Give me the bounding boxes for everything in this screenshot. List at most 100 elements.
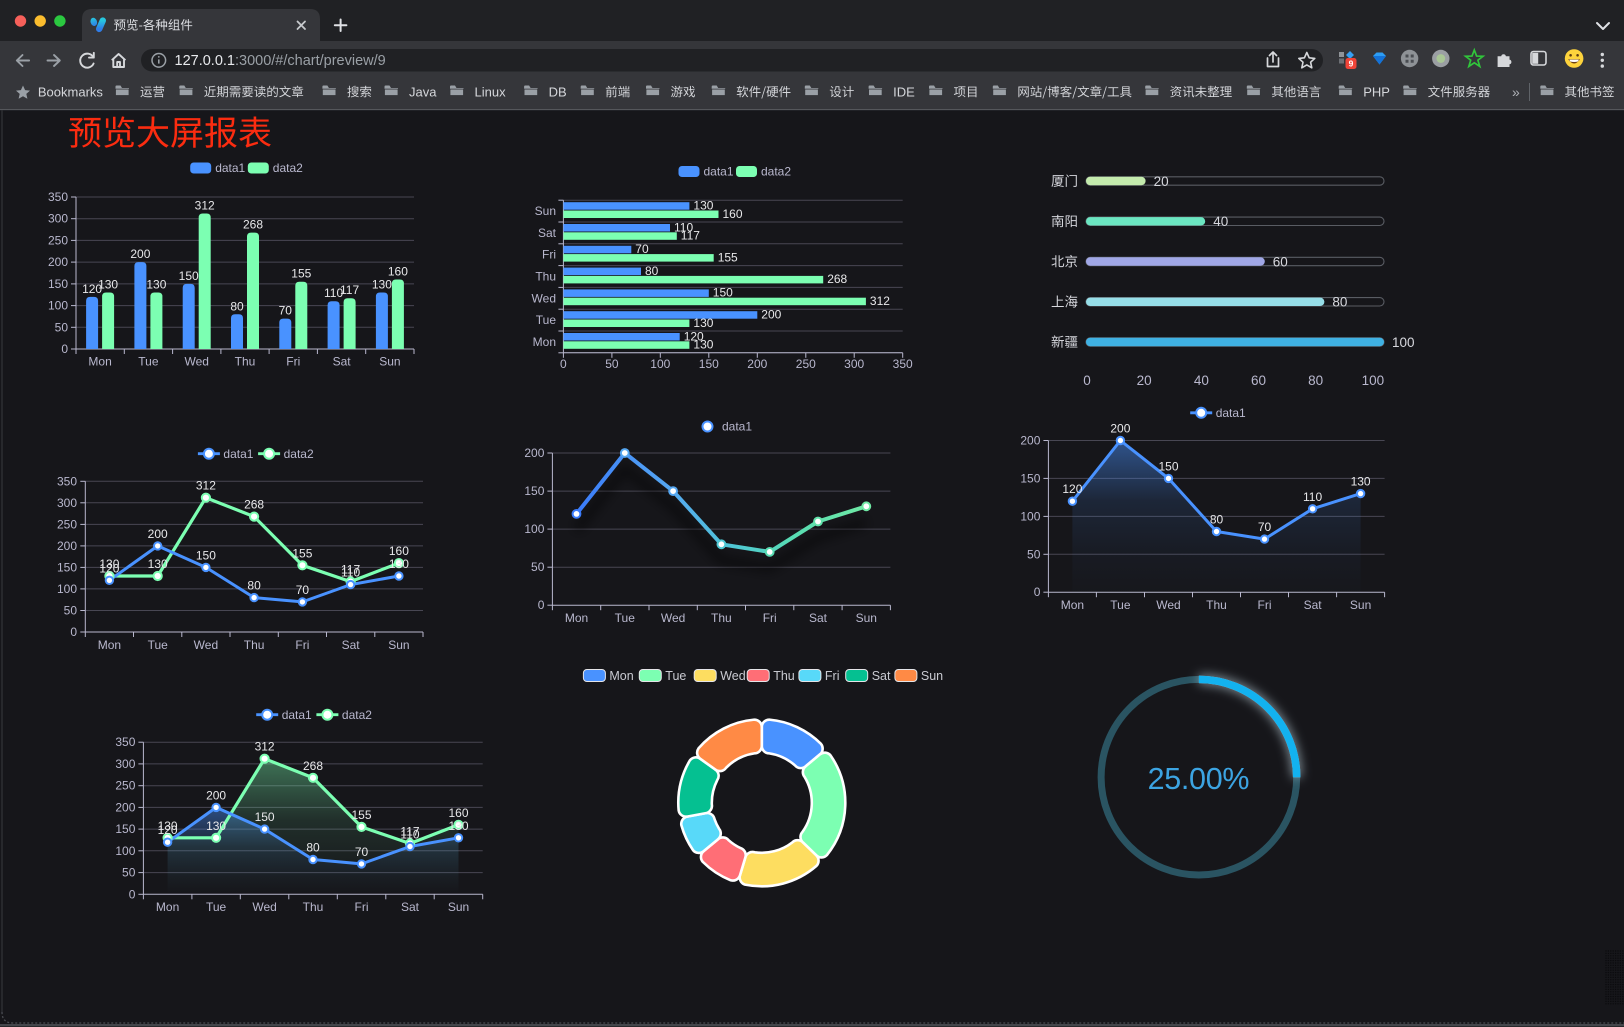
svg-text:70: 70	[296, 583, 310, 597]
svg-text:200: 200	[524, 446, 544, 460]
svg-text:100: 100	[524, 522, 544, 536]
svg-text:70: 70	[355, 845, 369, 859]
svg-text:Tue: Tue	[1110, 598, 1131, 612]
svg-text:Java: Java	[409, 85, 437, 100]
svg-text:350: 350	[57, 474, 77, 488]
svg-text:Mon: Mon	[609, 669, 633, 683]
svg-text:DB: DB	[549, 85, 567, 100]
svg-text:130: 130	[448, 819, 468, 833]
svg-text:130: 130	[98, 278, 118, 292]
svg-text:200: 200	[48, 255, 68, 269]
svg-text:250: 250	[48, 233, 68, 247]
svg-text:Wed: Wed	[661, 611, 685, 625]
svg-text:data2: data2	[284, 447, 314, 461]
svg-text:0: 0	[61, 342, 68, 356]
svg-text:80: 80	[1210, 513, 1224, 527]
svg-text:Tue: Tue	[206, 900, 227, 914]
svg-text:350: 350	[48, 190, 68, 204]
svg-text:0: 0	[1083, 373, 1091, 388]
svg-text:130: 130	[372, 278, 392, 292]
svg-text:268: 268	[244, 498, 264, 512]
svg-text:150: 150	[1020, 471, 1040, 485]
svg-text:Wed: Wed	[1156, 598, 1180, 612]
svg-text:268: 268	[303, 759, 323, 773]
svg-text:70: 70	[1258, 520, 1272, 534]
svg-text:data1: data1	[223, 447, 253, 461]
svg-text:150: 150	[196, 548, 216, 562]
svg-text:268: 268	[827, 272, 847, 286]
svg-text:130: 130	[206, 819, 226, 833]
svg-text:data1: data1	[282, 708, 312, 722]
svg-text:117: 117	[340, 283, 359, 297]
svg-text:50: 50	[1027, 547, 1041, 561]
svg-text:160: 160	[723, 207, 743, 221]
svg-text:117: 117	[681, 229, 700, 243]
svg-text:Fri: Fri	[355, 900, 369, 914]
svg-text:130: 130	[99, 557, 119, 571]
svg-text:Wed: Wed	[252, 900, 276, 914]
svg-text:data1: data1	[722, 420, 752, 434]
svg-text:Linux: Linux	[475, 85, 507, 100]
svg-text:117: 117	[341, 563, 360, 577]
svg-text:200: 200	[130, 247, 150, 261]
svg-text:150: 150	[255, 810, 275, 824]
svg-text:250: 250	[57, 517, 77, 531]
svg-text:130: 130	[693, 316, 713, 330]
svg-text:Mon: Mon	[98, 638, 121, 652]
svg-text:100: 100	[48, 299, 68, 313]
svg-text:100: 100	[1362, 373, 1385, 388]
svg-text:110: 110	[1303, 490, 1322, 504]
svg-text:160: 160	[448, 806, 468, 820]
svg-text:130: 130	[146, 278, 166, 292]
svg-text:127.0.0.1:3000/#/chart/preview: 127.0.0.1:3000/#/chart/preview/9	[175, 53, 386, 69]
svg-text:350: 350	[893, 357, 913, 371]
svg-text:Mon: Mon	[1061, 598, 1084, 612]
svg-text:312: 312	[255, 740, 275, 754]
svg-text:110: 110	[400, 828, 419, 842]
svg-text:Mon: Mon	[565, 611, 588, 625]
svg-text:»: »	[1512, 84, 1520, 100]
svg-text:PHP: PHP	[1363, 85, 1390, 100]
svg-text:Fri: Fri	[1258, 598, 1272, 612]
svg-text:130: 130	[693, 338, 713, 352]
svg-text:300: 300	[48, 212, 68, 226]
svg-text:data2: data2	[761, 165, 791, 179]
svg-text:150: 150	[115, 822, 135, 836]
svg-text:80: 80	[247, 579, 261, 593]
svg-text:155: 155	[292, 546, 312, 560]
svg-text:200: 200	[761, 308, 781, 322]
svg-text:Thu: Thu	[773, 669, 795, 683]
svg-text:200: 200	[115, 800, 135, 814]
svg-text:Mon: Mon	[156, 900, 179, 914]
svg-text:data1: data1	[1216, 406, 1246, 420]
svg-text:Thu: Thu	[1206, 598, 1227, 612]
svg-text:70: 70	[635, 242, 649, 256]
svg-text:Fri: Fri	[295, 638, 309, 652]
svg-text:Fri: Fri	[542, 248, 556, 262]
svg-text:200: 200	[148, 527, 168, 541]
svg-text:50: 50	[531, 560, 545, 574]
svg-text:50: 50	[605, 357, 619, 371]
svg-text:80: 80	[1308, 373, 1323, 388]
svg-text:Thu: Thu	[711, 611, 732, 625]
svg-text:200: 200	[57, 539, 77, 553]
svg-text:Thu: Thu	[244, 638, 265, 652]
svg-text:Sat: Sat	[809, 611, 828, 625]
svg-text:Sat: Sat	[342, 638, 361, 652]
svg-text:Tue: Tue	[148, 638, 169, 652]
svg-text:Thu: Thu	[303, 900, 324, 914]
svg-text:250: 250	[796, 357, 816, 371]
svg-text:300: 300	[115, 757, 135, 771]
svg-text:150: 150	[179, 269, 199, 283]
svg-text:Sat: Sat	[1304, 598, 1323, 612]
svg-text:120: 120	[99, 561, 119, 575]
svg-text:Wed: Wed	[184, 355, 208, 369]
svg-text:50: 50	[122, 866, 136, 880]
svg-text:data1: data1	[704, 165, 734, 179]
svg-text:100: 100	[1020, 509, 1040, 523]
svg-text:0: 0	[70, 625, 77, 639]
svg-text:20: 20	[1154, 174, 1169, 189]
svg-text:40: 40	[1213, 214, 1228, 229]
svg-text:Thu: Thu	[535, 270, 556, 284]
svg-text:Fri: Fri	[763, 611, 777, 625]
